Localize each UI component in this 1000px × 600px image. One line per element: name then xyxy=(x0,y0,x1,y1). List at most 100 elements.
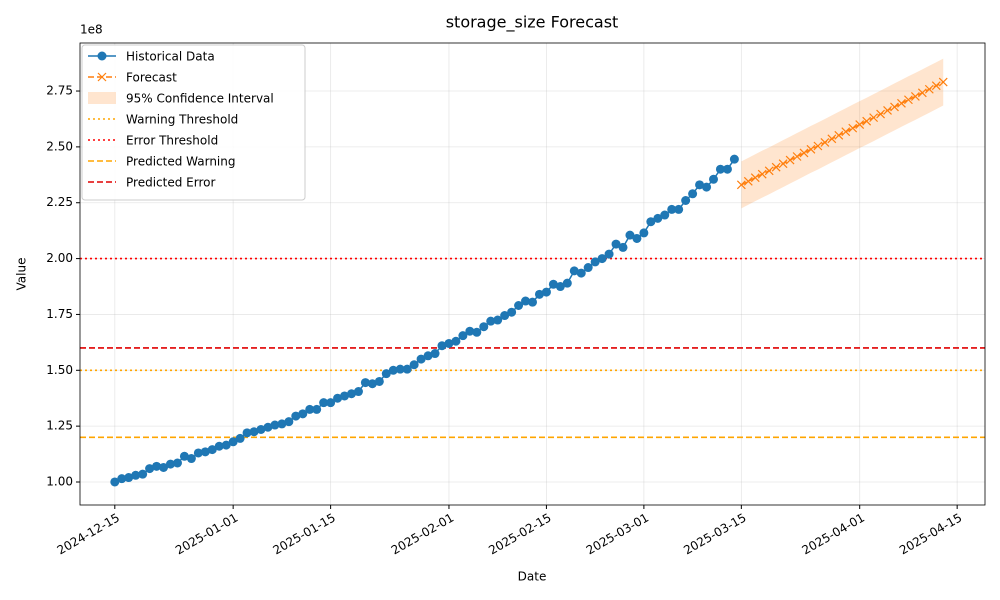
x-marker xyxy=(764,166,774,176)
x-marker-stroke xyxy=(778,159,788,169)
x-marker xyxy=(743,176,753,186)
data-point xyxy=(326,398,336,408)
x-marker-stroke xyxy=(862,116,872,126)
x-marker-stroke xyxy=(834,130,844,140)
x-marker-stroke xyxy=(750,173,760,183)
data-point xyxy=(305,404,315,414)
x-marker xyxy=(799,148,809,158)
data-point xyxy=(618,242,628,252)
x-marker xyxy=(876,109,886,119)
data-point xyxy=(715,164,725,174)
x-marker-stroke xyxy=(736,180,746,190)
data-point xyxy=(242,428,252,438)
y-tick-label: 2.75 xyxy=(46,84,73,98)
data-point xyxy=(388,365,398,375)
data-point xyxy=(172,458,182,468)
x-tick-label: 2025-04-01 xyxy=(800,511,867,558)
x-marker-stroke xyxy=(931,81,941,91)
data-point xyxy=(395,364,405,374)
data-point xyxy=(291,411,301,421)
data-point xyxy=(493,315,503,325)
chart-title: storage_size Forecast xyxy=(446,13,619,33)
data-point xyxy=(604,249,614,259)
x-marker-stroke xyxy=(910,91,920,101)
x-marker-stroke xyxy=(869,113,879,123)
y-tick-label: 1.50 xyxy=(46,363,73,377)
data-point xyxy=(416,354,426,364)
data-point xyxy=(646,217,656,227)
x-marker xyxy=(841,127,851,137)
data-point xyxy=(695,180,705,190)
data-point xyxy=(541,287,551,297)
x-tick-label: 2025-01-15 xyxy=(270,511,337,558)
legend-label: Forecast xyxy=(126,71,177,85)
data-point xyxy=(235,433,245,443)
x-marker-stroke xyxy=(897,98,906,108)
x-tick-label: 2025-03-01 xyxy=(584,511,651,558)
data-point xyxy=(569,266,579,276)
data-point xyxy=(319,398,329,408)
data-point xyxy=(159,462,169,472)
data-point xyxy=(479,322,489,332)
x-marker xyxy=(792,152,802,161)
x-marker xyxy=(785,155,795,165)
data-point xyxy=(270,420,280,430)
x-marker xyxy=(938,77,948,87)
y-offset-label: 1e8 xyxy=(80,23,103,37)
data-point xyxy=(166,459,175,469)
x-marker-stroke xyxy=(876,109,886,119)
data-point xyxy=(486,316,496,326)
data-point xyxy=(228,437,238,447)
legend-label: Predicted Warning xyxy=(126,155,235,169)
x-tick-label: 2024-12-15 xyxy=(55,511,122,558)
data-point xyxy=(667,204,677,214)
data-point xyxy=(430,349,440,359)
data-point xyxy=(333,393,343,403)
x-marker xyxy=(813,141,823,151)
x-marker-stroke xyxy=(820,137,830,147)
legend: Historical Data Forecast 95% Confidence In… xyxy=(81,44,306,201)
x-marker xyxy=(890,102,899,112)
data-point xyxy=(583,263,593,273)
y-tick-label: 1.75 xyxy=(46,307,73,321)
x-marker-stroke xyxy=(806,144,816,154)
data-point xyxy=(590,257,600,267)
x-marker xyxy=(806,144,816,154)
x-marker xyxy=(834,130,844,140)
data-point xyxy=(409,360,419,370)
data-point xyxy=(221,440,231,450)
x-marker xyxy=(924,84,934,94)
data-point xyxy=(709,174,718,184)
x-tick-label: 2025-02-01 xyxy=(389,511,456,558)
x-marker-stroke xyxy=(799,148,809,158)
data-point xyxy=(555,282,565,292)
data-point xyxy=(402,364,412,374)
data-point xyxy=(639,228,649,238)
x-marker xyxy=(862,116,872,126)
data-point xyxy=(347,389,356,399)
data-point xyxy=(465,326,475,336)
x-marker xyxy=(750,173,760,183)
data-point xyxy=(729,154,739,164)
x-marker-stroke xyxy=(890,102,899,112)
data-point xyxy=(597,254,607,264)
data-point xyxy=(353,387,363,397)
data-point xyxy=(611,239,621,249)
data-point xyxy=(284,417,294,427)
data-point xyxy=(263,422,273,432)
data-point xyxy=(277,419,287,429)
x-tick-label: 2025-03-15 xyxy=(681,511,748,558)
y-tick-label: 2.00 xyxy=(46,251,73,265)
y-tick-label: 1.00 xyxy=(46,474,73,488)
legend-label: Error Threshold xyxy=(126,134,218,148)
x-marker xyxy=(917,88,927,98)
data-point xyxy=(681,196,691,205)
x-tick-label: 2025-02-15 xyxy=(486,511,553,558)
data-point xyxy=(507,307,517,317)
plot-frame xyxy=(79,42,986,506)
x-marker-stroke xyxy=(827,134,837,144)
x-tick-label: 2025-04-15 xyxy=(897,511,964,558)
data-point xyxy=(249,427,259,437)
x-marker xyxy=(848,123,858,133)
